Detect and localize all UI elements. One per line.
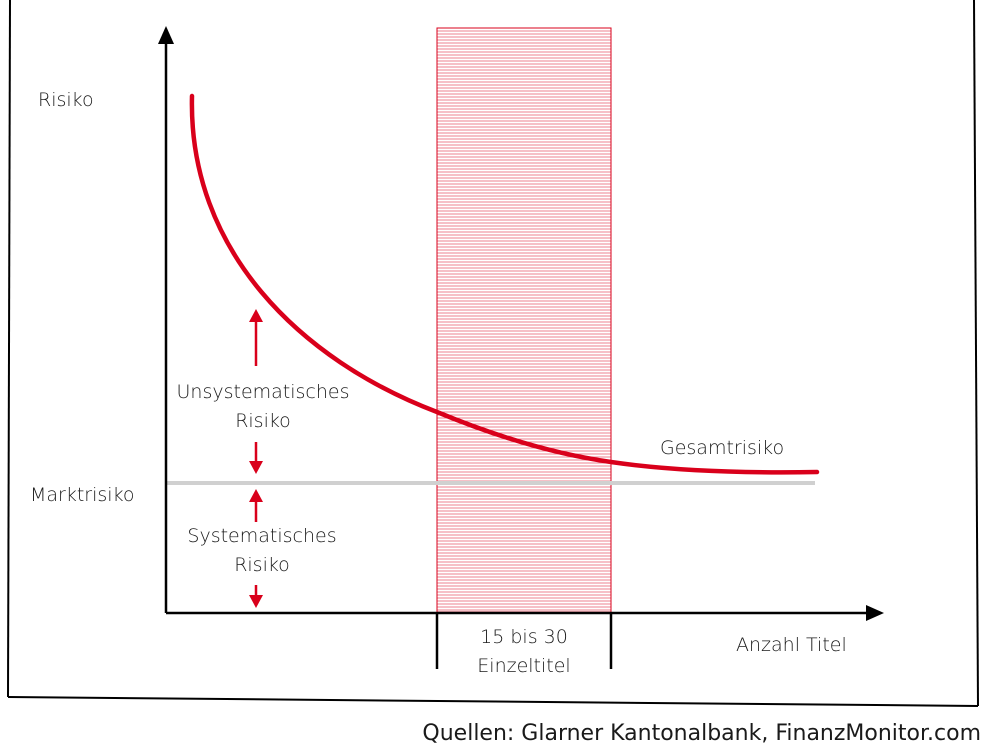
unsystematic-arrow-up [249, 309, 263, 366]
outer-frame [7, 0, 979, 707]
systematic-risk-label-line2: Risiko [234, 554, 290, 576]
total-risk-curve [189, 93, 820, 475]
diversification-band [436, 27, 612, 613]
band-bracket [435, 613, 613, 669]
x-axis-arrowhead [866, 605, 884, 621]
market-risk-label: Marktrisiko [30, 484, 135, 506]
y-axis-label: Risiko [38, 89, 94, 111]
y-axis-arrowhead [158, 26, 174, 44]
band-label-line2: Einzeltitel [477, 655, 570, 677]
unsystematic-arrow-down [249, 442, 263, 474]
x-axis-label: Anzahl Titel [736, 634, 847, 656]
unsystematic-risk-label-line1: Unsystematisches [177, 381, 350, 403]
systematic-arrow-up [249, 489, 263, 522]
systematic-risk-label-line1: Systematisches [187, 525, 336, 547]
total-risk-label: Gesamtrisiko [660, 437, 784, 459]
unsystematic-risk-label-line2: Risiko [235, 410, 291, 432]
systematic-arrow-down [249, 585, 263, 608]
band-label-line1: 15 bis 30 [480, 626, 568, 648]
source-credit: Quellen: Glarner Kantonalbank, FinanzMon… [422, 721, 981, 746]
